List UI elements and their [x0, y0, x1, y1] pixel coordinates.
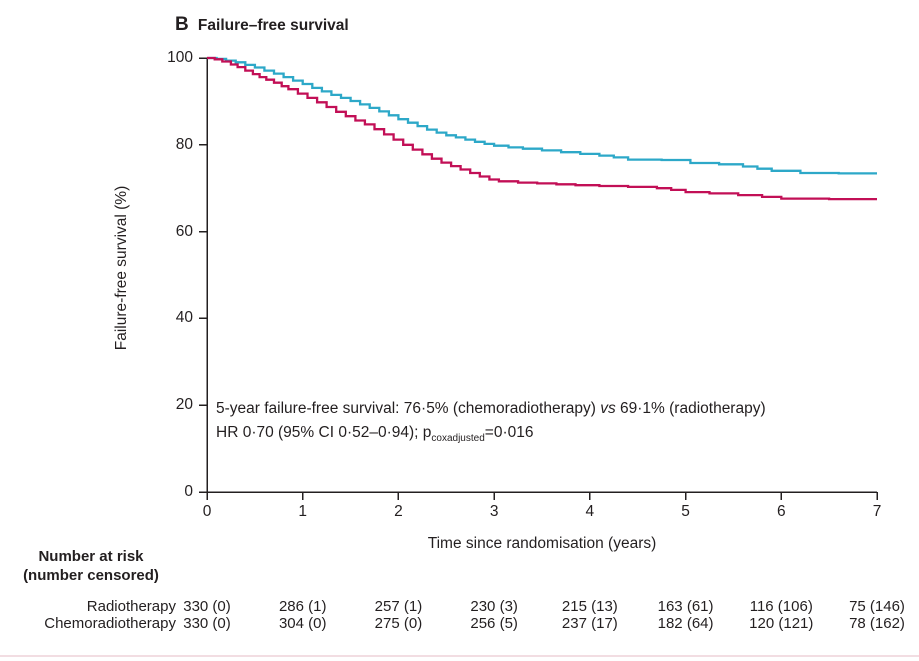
y-tick-label-60: 60: [175, 222, 193, 240]
curve-chemoradiotherapy: [207, 56, 877, 175]
risk-cell: 257 (1): [374, 598, 423, 615]
y-tick-label-40: 40: [175, 309, 193, 327]
risk-table-header-line-2: (number censored): [23, 567, 159, 584]
risk-cell: 120 (121): [749, 615, 814, 632]
risk-cell: 275 (0): [374, 615, 423, 632]
axis-ticks: [199, 57, 878, 500]
y-tick-label-80: 80: [175, 135, 193, 153]
x-tick-label-3: 3: [489, 503, 499, 520]
annotation-p-value: =0·016: [484, 424, 534, 441]
risk-cell: 182 (64): [657, 615, 714, 632]
x-tick-label-7: 7: [872, 503, 882, 520]
y-tick-label-100: 100: [167, 49, 193, 66]
annotation-line-1-rest: 69·1% (radiotherapy): [615, 400, 766, 417]
annotation-line-2: HR 0·70 (95% CI 0·52–0·94); pcoxadjusted…: [216, 423, 533, 448]
risk-cell: 230 (3): [470, 598, 518, 615]
risk-cell: 330 (0): [183, 598, 231, 615]
annotation-line-1-main: 5-year failure-free survival: 76·5% (che…: [216, 400, 601, 417]
risk-cell: 75 (146): [849, 598, 905, 615]
x-tick-label-0: 0: [202, 503, 212, 520]
annotation-line-1: 5-year failure-free survival: 76·5% (che…: [216, 399, 766, 418]
curve-radiotherapy: [207, 56, 877, 201]
risk-cell: 304 (0): [278, 615, 327, 632]
annotation-p-subscript: coxadjusted: [431, 433, 485, 445]
risk-cell: 256 (5): [470, 615, 518, 632]
x-axis-label: Time since randomisation (years): [427, 535, 657, 552]
risk-table-header: Number at risk (number censored): [0, 547, 182, 585]
x-tick-label-1: 1: [298, 503, 308, 520]
x-tick-label-5: 5: [681, 503, 690, 520]
x-tick-label-2: 2: [394, 503, 403, 520]
risk-row-label-radiotherapy: Radiotherapy: [86, 598, 176, 615]
risk-cell: 78 (162): [849, 615, 905, 632]
y-axis-label: Failure-free survival (%): [113, 185, 130, 351]
risk-cell: 237 (17): [561, 615, 618, 632]
annotation-vs: vs: [600, 400, 616, 417]
bottom-rule: [0, 655, 919, 657]
risk-cell: 330 (0): [183, 615, 231, 632]
risk-cell: 116 (106): [749, 598, 813, 615]
risk-cell: 163 (61): [657, 598, 714, 615]
risk-row-label-chemoradiotherapy: Chemoradiotherapy: [44, 615, 176, 632]
annotation-hr-text: HR 0·70 (95% CI 0·52–0·94); p: [216, 424, 432, 441]
y-tick-label-20: 20: [175, 396, 193, 414]
x-tick-label-6: 6: [776, 503, 786, 520]
risk-cell: 215 (13): [561, 598, 618, 615]
figure-title-row: B Failure–free survival: [175, 14, 349, 36]
x-tick-label-4: 4: [585, 503, 595, 520]
risk-cell: 286 (1): [278, 598, 327, 615]
y-tick-label-0: 0: [184, 483, 193, 500]
risk-table-header-line-1: Number at risk: [38, 548, 144, 565]
panel-label: B: [175, 14, 189, 35]
figure-title: Failure–free survival: [197, 17, 349, 34]
